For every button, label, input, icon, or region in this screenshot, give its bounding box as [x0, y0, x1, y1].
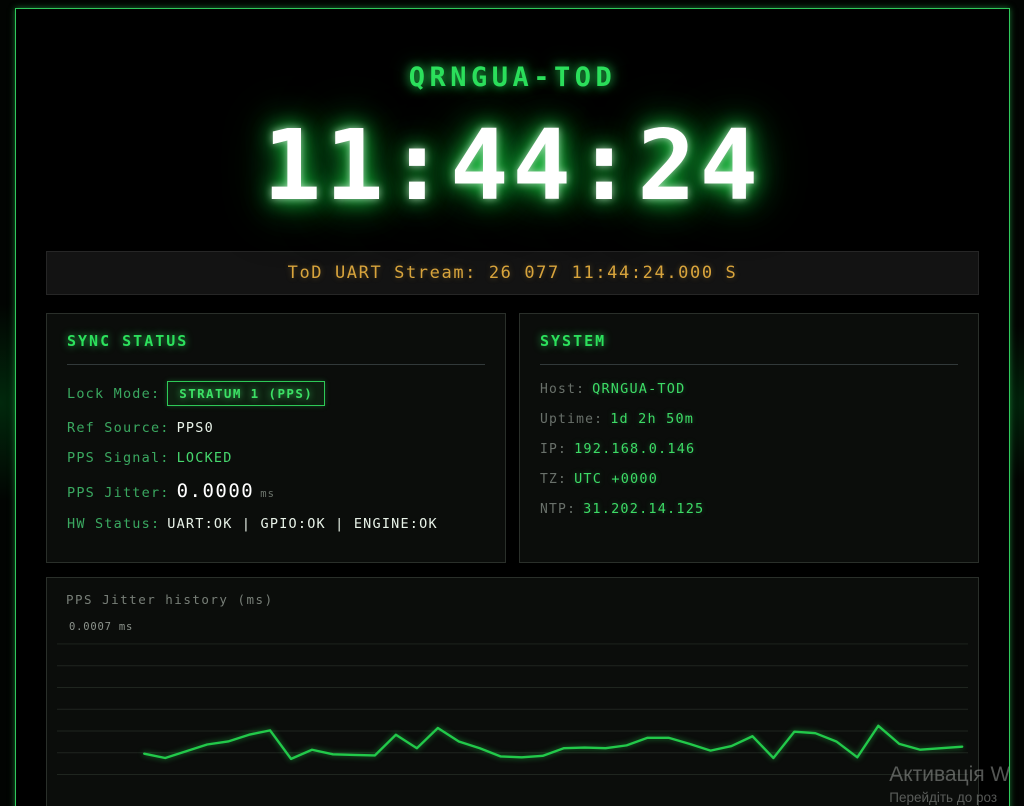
- panel-divider: [67, 364, 485, 365]
- lock-mode-row: Lock Mode: STRATUM 1 (PPS): [67, 381, 485, 406]
- uart-stream-bar: ToD UART Stream: 26 077 11:44:24.000 S: [46, 251, 979, 295]
- tz-value: UTC +0000: [574, 471, 659, 487]
- pps-signal-row: PPS Signal: LOCKED: [67, 450, 485, 466]
- uptime-row: Uptime: 1d 2h 50m: [540, 411, 958, 427]
- uptime-value: 1d 2h 50m: [610, 411, 695, 427]
- ntp-row: NTP: 31.202.14.125: [540, 501, 958, 517]
- system-panel: SYSTEM Host: QRNGUA-TOD Uptime: 1d 2h 50…: [519, 313, 979, 563]
- terminal-content: QRNGUA-TOD 11:44:24 ToD UART Stream: 26 …: [17, 10, 1008, 806]
- lock-mode-label: Lock Mode:: [67, 386, 161, 402]
- host-label: Host:: [540, 382, 586, 397]
- pps-signal-label: PPS Signal:: [67, 450, 170, 466]
- clock-display: 11:44:24: [262, 109, 763, 222]
- page-title: QRNGUA-TOD: [408, 62, 617, 93]
- pps-jitter-value: 0.0000: [176, 480, 255, 502]
- jitter-chart-svg: [57, 643, 968, 776]
- jitter-chart-plot: [57, 638, 968, 806]
- host-row: Host: QRNGUA-TOD: [540, 381, 958, 397]
- pps-jitter-unit: ms: [260, 488, 275, 500]
- lock-mode-badge[interactable]: STRATUM 1 (PPS): [167, 381, 326, 406]
- tz-row: TZ: UTC +0000: [540, 471, 958, 487]
- hw-status-value: UART:OK | GPIO:OK | ENGINE:OK: [167, 516, 438, 532]
- ref-source-label: Ref Source:: [67, 420, 170, 436]
- pps-signal-value: LOCKED: [176, 450, 233, 466]
- ip-label: IP:: [540, 442, 568, 457]
- pps-jitter-label: PPS Jitter:: [67, 485, 170, 501]
- hw-status-row: HW Status: UART:OK | GPIO:OK | ENGINE:OK: [67, 516, 485, 532]
- jitter-chart-title: PPS Jitter history (ms): [66, 592, 274, 607]
- terminal-frame: QRNGUA-TOD 11:44:24 ToD UART Stream: 26 …: [15, 8, 1010, 806]
- uptime-label: Uptime:: [540, 412, 604, 427]
- ip-row: IP: 192.168.0.146: [540, 441, 958, 457]
- sync-status-panel: SYNC STATUS Lock Mode: STRATUM 1 (PPS) R…: [46, 313, 506, 563]
- jitter-chart-ymax-label: 0.0007 ms: [69, 621, 134, 633]
- hw-status-label: HW Status:: [67, 516, 161, 532]
- chart-gridlines: [57, 643, 968, 776]
- tz-label: TZ:: [540, 472, 568, 487]
- pps-jitter-row: PPS Jitter: 0.0000 ms: [67, 480, 485, 502]
- ref-source-row: Ref Source: PPS0: [67, 420, 485, 436]
- system-panel-title: SYSTEM: [540, 332, 607, 350]
- panels-row: SYNC STATUS Lock Mode: STRATUM 1 (PPS) R…: [46, 313, 979, 563]
- ip-value: 192.168.0.146: [574, 441, 696, 457]
- panel-divider: [540, 364, 958, 365]
- ntp-value: 31.202.14.125: [583, 501, 705, 517]
- host-value: QRNGUA-TOD: [592, 381, 686, 397]
- sync-status-title: SYNC STATUS: [67, 332, 189, 350]
- jitter-series-line: [143, 724, 964, 761]
- ref-source-value: PPS0: [176, 420, 214, 436]
- jitter-history-panel: PPS Jitter history (ms) 0.0007 ms: [46, 577, 979, 806]
- uart-stream-text: ToD UART Stream: 26 077 11:44:24.000 S: [287, 263, 738, 283]
- ntp-label: NTP:: [540, 502, 577, 517]
